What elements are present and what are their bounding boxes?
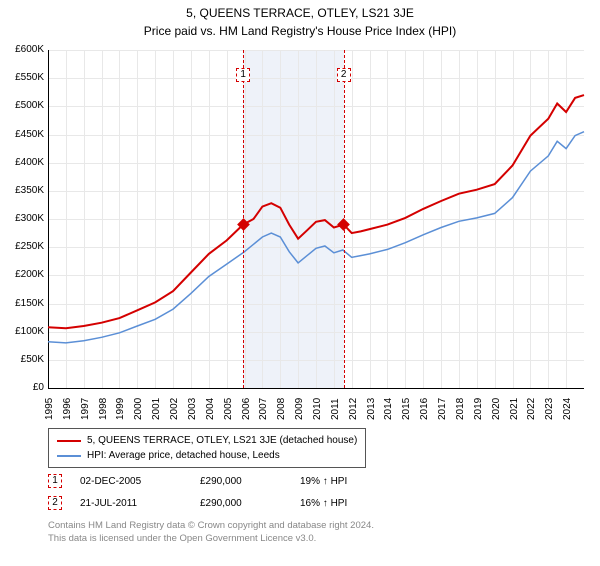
series-property [48, 95, 584, 328]
sale-price: £290,000 [200, 498, 300, 509]
sale-date: 02-DEC-2005 [80, 476, 200, 487]
marker-box-2: 2 [337, 68, 351, 82]
series-hpi [48, 132, 584, 343]
sale-hpi-diff: 19% ↑ HPI [300, 476, 400, 487]
sale-marker: 2 [48, 496, 62, 510]
legend-swatch [57, 455, 81, 457]
sales-table: 1 02-DEC-2005£290,00019% ↑ HPI 2 21-JUL-201… [48, 470, 400, 514]
footer-line-1: Contains HM Land Registry data © Crown c… [48, 520, 584, 533]
legend-label: 5, QUEENS TERRACE, OTLEY, LS21 3JE (deta… [87, 435, 357, 446]
legend-item: HPI: Average price, detached house, Leed… [57, 448, 357, 463]
footer-line-2: This data is licensed under the Open Gov… [48, 533, 584, 546]
sale-date: 21-JUL-2011 [80, 498, 200, 509]
sale-row: 1 02-DEC-2005£290,00019% ↑ HPI [48, 470, 400, 492]
legend-label: HPI: Average price, detached house, Leed… [87, 450, 280, 461]
marker-box-1: 1 [236, 68, 250, 82]
sale-marker: 1 [48, 474, 62, 488]
sale-row: 2 21-JUL-2011£290,00016% ↑ HPI [48, 492, 400, 514]
sale-price: £290,000 [200, 476, 300, 487]
legend-item: 5, QUEENS TERRACE, OTLEY, LS21 3JE (deta… [57, 433, 357, 448]
attribution-footer: Contains HM Land Registry data © Crown c… [48, 520, 584, 546]
legend-swatch [57, 440, 81, 442]
sale-hpi-diff: 16% ↑ HPI [300, 498, 400, 509]
legend: 5, QUEENS TERRACE, OTLEY, LS21 3JE (deta… [48, 428, 366, 468]
